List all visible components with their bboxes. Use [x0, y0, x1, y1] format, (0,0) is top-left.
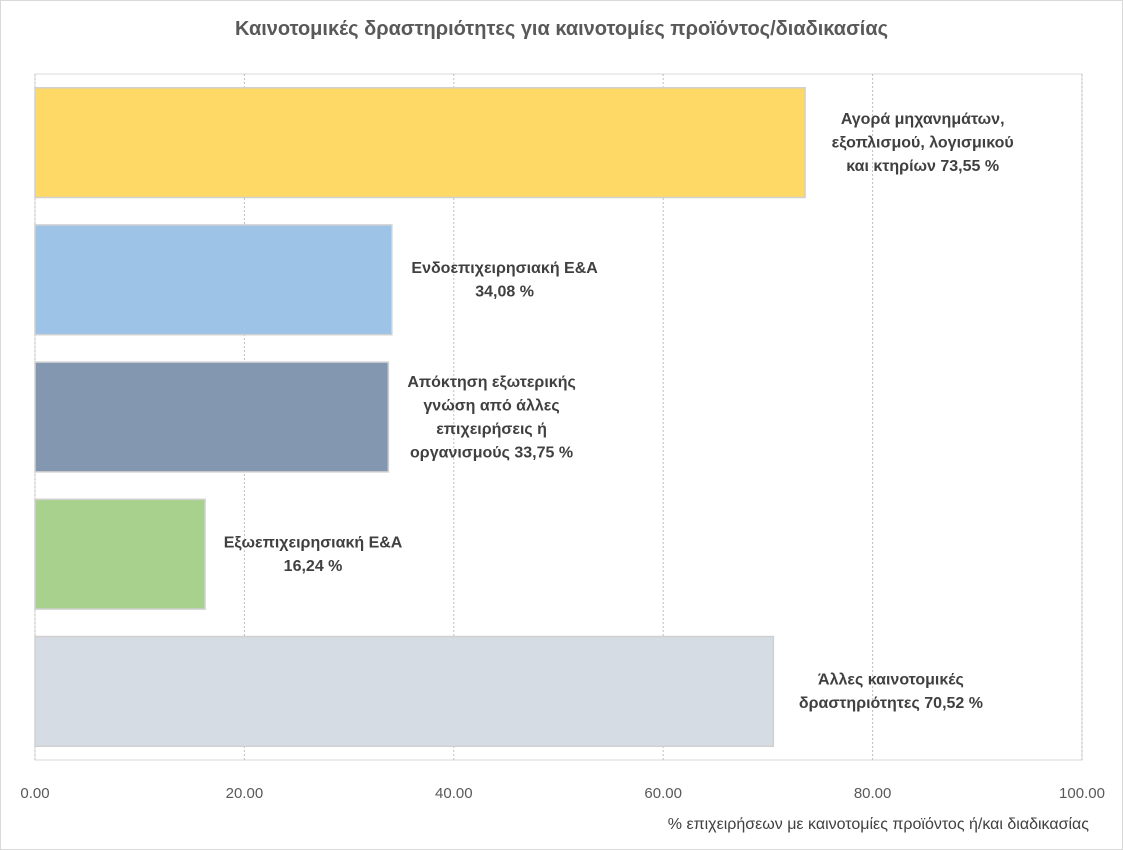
data-label: Αγορά μηχανημάτων, εξοπλισμού, λογισμικού…: [832, 111, 1014, 175]
x-tick-label: 80.00: [854, 785, 892, 802]
x-tick-label: 100.00: [1059, 785, 1105, 802]
data-label: Απόκτηση εξωτερικής γνώση από άλλες επιχει…: [407, 374, 575, 462]
bar: [34, 635, 775, 748]
data-label: Ενδοεπιχειρησιακή Ε&Α 34,08 %: [411, 260, 598, 301]
x-tick-label: 60.00: [644, 785, 682, 802]
x-tick-label: 20.00: [226, 785, 264, 802]
data-label: Άλλες καινοτομικές δραστηριότητες 70,52 %: [799, 672, 983, 713]
bar: [34, 361, 390, 473]
bar: [34, 86, 806, 199]
bar: [34, 224, 393, 336]
x-tick-label: 40.00: [435, 785, 473, 802]
bar: [34, 498, 206, 610]
x-tick-label: 0.00: [20, 785, 49, 802]
x-axis-title: % επιχειρήσεων με καινοτομίες προϊόντος …: [667, 816, 1089, 833]
chart-title: Καινοτομικές δραστηριότητες για καινοτομ…: [234, 18, 889, 40]
data-label: Εξωεπιχειρησιακή Ε&Α 16,24 %: [224, 534, 403, 575]
